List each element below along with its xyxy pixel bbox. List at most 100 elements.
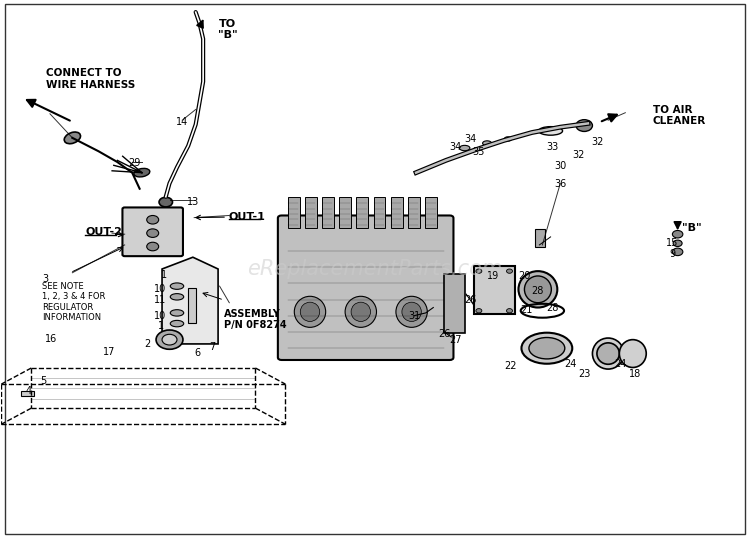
Circle shape (476, 309, 482, 313)
Text: "B": "B" (682, 223, 702, 233)
Text: 10: 10 (154, 284, 166, 294)
FancyBboxPatch shape (122, 208, 183, 256)
Bar (374, 197, 386, 228)
Text: 32: 32 (592, 137, 604, 147)
Text: 26: 26 (438, 329, 451, 339)
Circle shape (673, 248, 682, 256)
Ellipse shape (597, 343, 619, 364)
Text: 1: 1 (161, 271, 167, 280)
Ellipse shape (294, 296, 326, 327)
Text: 11: 11 (154, 294, 166, 305)
Text: 20: 20 (518, 271, 531, 281)
Ellipse shape (592, 338, 624, 369)
Text: TO AIR
CLEANER: TO AIR CLEANER (653, 104, 706, 126)
Circle shape (476, 269, 482, 273)
Ellipse shape (518, 271, 557, 308)
Text: 5: 5 (40, 376, 46, 386)
Text: 28: 28 (547, 302, 559, 313)
Text: 35: 35 (472, 147, 484, 157)
Bar (444, 274, 465, 333)
Ellipse shape (524, 276, 551, 303)
Ellipse shape (170, 321, 184, 327)
Ellipse shape (396, 296, 427, 327)
FancyBboxPatch shape (278, 216, 454, 360)
Bar (408, 197, 420, 228)
Ellipse shape (620, 339, 646, 367)
Circle shape (506, 309, 512, 313)
Circle shape (147, 242, 159, 251)
Ellipse shape (482, 141, 491, 146)
Text: 34: 34 (449, 142, 462, 152)
Text: 16: 16 (44, 334, 57, 344)
Bar (535, 229, 544, 246)
Bar (339, 197, 351, 228)
Ellipse shape (460, 145, 470, 151)
Ellipse shape (521, 332, 572, 364)
Text: 6: 6 (195, 348, 201, 358)
Ellipse shape (351, 302, 370, 321)
Text: 13: 13 (188, 196, 200, 207)
Ellipse shape (170, 294, 184, 300)
Text: 19: 19 (487, 271, 500, 281)
Text: 26: 26 (464, 294, 477, 305)
Text: 14: 14 (176, 117, 188, 127)
Ellipse shape (504, 137, 512, 141)
Text: 18: 18 (629, 370, 641, 379)
Bar (188, 288, 196, 322)
Text: 22: 22 (505, 362, 518, 371)
Text: OUT-1: OUT-1 (229, 211, 266, 222)
Ellipse shape (402, 302, 422, 321)
Ellipse shape (170, 283, 184, 289)
Text: SEE NOTE
1, 2, 3 & 4 FOR
REGULATOR
INFORMATION: SEE NOTE 1, 2, 3 & 4 FOR REGULATOR INFOR… (43, 282, 106, 322)
Circle shape (506, 269, 512, 273)
Text: 27: 27 (449, 335, 462, 345)
Circle shape (162, 334, 177, 345)
Bar (425, 197, 437, 228)
Ellipse shape (345, 296, 376, 327)
Text: 32: 32 (573, 150, 585, 160)
Text: 21: 21 (520, 305, 532, 315)
Text: OUT-2: OUT-2 (85, 227, 122, 237)
Text: 10: 10 (154, 310, 166, 321)
Text: 17: 17 (103, 348, 116, 357)
Text: 36: 36 (554, 180, 566, 189)
Text: 15: 15 (666, 238, 679, 249)
Text: 29: 29 (128, 158, 140, 168)
Text: 23: 23 (578, 370, 590, 379)
Ellipse shape (538, 126, 562, 135)
Circle shape (147, 229, 159, 237)
Text: 3: 3 (43, 274, 49, 285)
Text: ASSEMBLY
P/N 0F8274: ASSEMBLY P/N 0F8274 (224, 309, 286, 330)
Bar (287, 197, 299, 228)
Text: 24: 24 (565, 359, 577, 369)
Circle shape (147, 216, 159, 224)
Text: 30: 30 (554, 161, 566, 171)
Text: eReplacementParts.com: eReplacementParts.com (248, 259, 502, 279)
Bar (21, 391, 34, 397)
Text: 33: 33 (547, 142, 559, 152)
Text: 28: 28 (532, 286, 544, 296)
Ellipse shape (64, 132, 80, 144)
Bar (474, 266, 514, 315)
Circle shape (576, 119, 592, 131)
Ellipse shape (170, 310, 184, 316)
Ellipse shape (529, 337, 565, 359)
Text: 4: 4 (26, 386, 32, 396)
Ellipse shape (300, 302, 320, 321)
Bar (304, 197, 316, 228)
Text: TO
"B": TO "B" (218, 18, 238, 40)
Circle shape (673, 230, 682, 238)
Text: 31: 31 (409, 310, 421, 321)
Text: 9: 9 (669, 249, 676, 259)
Circle shape (159, 197, 172, 207)
Ellipse shape (134, 168, 150, 177)
Text: 2: 2 (145, 339, 151, 349)
Bar (391, 197, 403, 228)
Circle shape (674, 240, 682, 246)
Text: 7: 7 (209, 342, 215, 352)
Bar (322, 197, 334, 228)
Text: 34: 34 (464, 134, 477, 144)
Text: 24: 24 (614, 359, 626, 369)
Bar (356, 197, 368, 228)
Polygon shape (162, 257, 218, 344)
